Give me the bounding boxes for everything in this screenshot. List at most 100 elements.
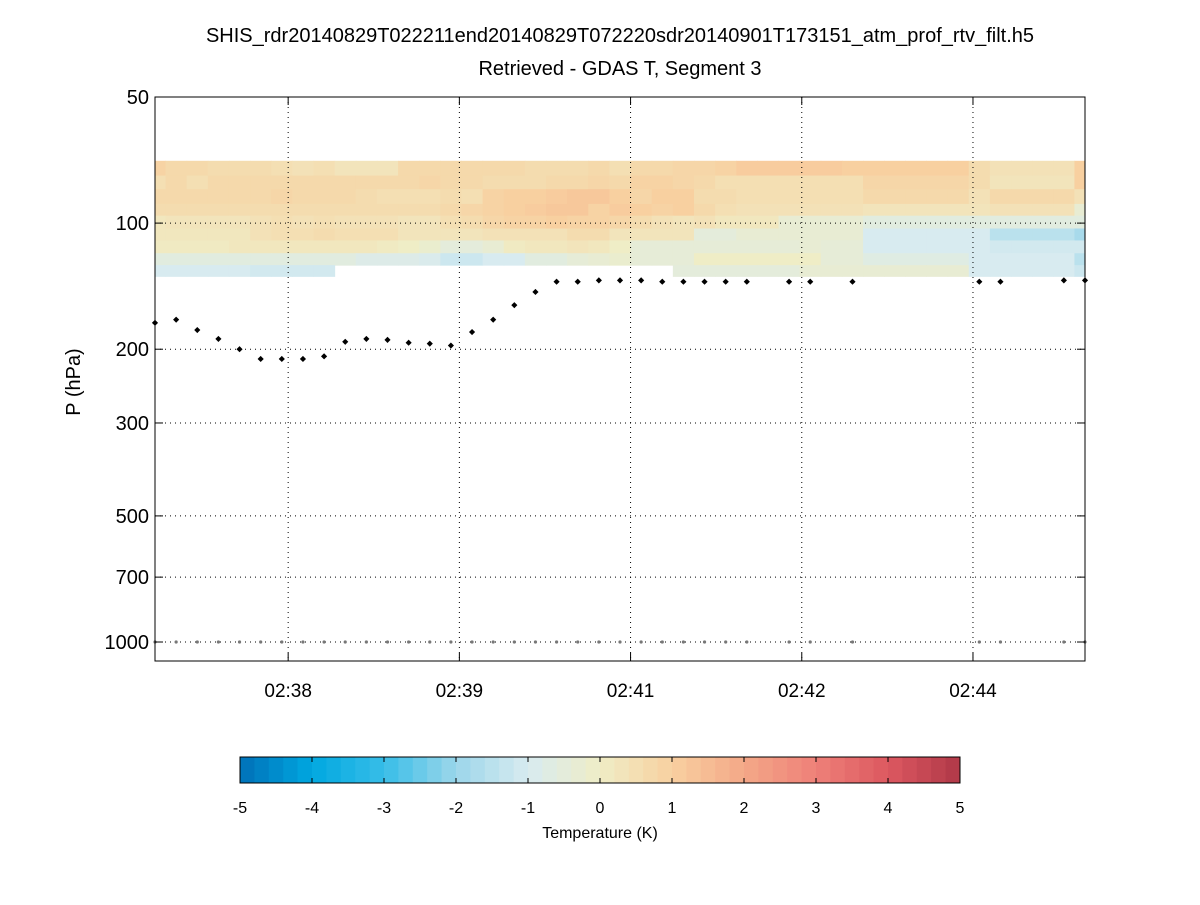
heatmap-cell (630, 253, 653, 266)
heatmap-cell (989, 265, 1012, 277)
heatmap-cell (715, 253, 737, 266)
heatmap-cell (334, 215, 357, 229)
surface-marker (533, 640, 538, 644)
heatmap-cell (630, 189, 653, 205)
heatmap-cell (313, 215, 336, 229)
heatmap-cell (672, 240, 695, 254)
heatmap-cell (947, 265, 970, 277)
surface-marker (449, 640, 453, 644)
heatmap-cell (905, 228, 927, 241)
heatmap-cell (376, 203, 399, 217)
heatmap-cell (799, 215, 822, 229)
colorbar-step (931, 757, 947, 783)
heatmap-cell (820, 175, 843, 190)
heatmap-cell (609, 228, 632, 241)
heatmap-cell (376, 228, 399, 241)
heatmap-cell (292, 175, 315, 190)
heatmap-cell (715, 228, 737, 241)
heatmap-cell (313, 203, 336, 217)
heatmap-cell (968, 215, 991, 229)
heatmap-cell (1011, 160, 1033, 177)
heatmap-cell (546, 189, 568, 205)
heatmap-cell (905, 203, 927, 217)
heatmap-cell (376, 240, 399, 254)
colorbar-step (585, 757, 601, 783)
heatmap-cell (482, 175, 505, 190)
tropopause-marker (1060, 277, 1067, 284)
heatmap-cell (207, 240, 230, 254)
heatmap-cell (693, 175, 716, 190)
heatmap-cell (841, 215, 864, 229)
heatmap-cell (355, 189, 378, 205)
heatmap-cell (1053, 265, 1075, 277)
heatmap-cell (398, 215, 420, 229)
heatmap-cell (672, 265, 695, 277)
heatmap-cell (757, 203, 780, 217)
heatmap-cell (546, 240, 568, 254)
heatmap-cell (1011, 240, 1033, 254)
heatmap-cell (271, 228, 293, 241)
heatmap-cell (757, 175, 780, 190)
tropopause-marker (278, 355, 285, 363)
heatmap-cell (503, 203, 526, 217)
surface-marker (259, 640, 263, 644)
heatmap-cell (155, 240, 167, 254)
heatmap-cell (820, 240, 843, 254)
heatmap-cell (672, 228, 695, 241)
heatmap-cell (186, 253, 209, 266)
heatmap-cell (989, 240, 1012, 254)
heatmap-cell (482, 240, 505, 254)
heatmap-cell (207, 189, 230, 205)
heatmap-cell (1032, 175, 1054, 190)
heatmap-cell (482, 228, 505, 241)
heatmap-cell (736, 189, 758, 205)
heatmap-cell (250, 175, 272, 190)
heatmap-cell (228, 265, 251, 277)
heatmap-cell (440, 253, 462, 266)
heatmap-cell (736, 253, 758, 266)
surface-marker (428, 640, 432, 644)
heatmap-cell (947, 175, 970, 190)
heatmap-cell (651, 215, 674, 229)
heatmap-cell (841, 240, 864, 254)
heatmap-cell (355, 160, 378, 177)
heatmap-cell (863, 189, 885, 205)
heatmap-cell (1032, 215, 1054, 229)
colorbar-tick-label: 3 (812, 800, 821, 817)
heatmap-cell (693, 215, 716, 229)
heatmap-cell (1074, 175, 1086, 190)
heatmap-cell (207, 228, 230, 241)
colorbar-tick-label: 4 (884, 800, 893, 817)
heatmap-cell (271, 265, 293, 277)
colorbar-step (729, 757, 745, 783)
tropopause-marker (511, 302, 518, 309)
colorbar-step (254, 757, 270, 783)
surface-marker (702, 640, 707, 644)
heatmap-cell (863, 160, 885, 177)
colorbar-step (744, 757, 759, 783)
heatmap-cell (968, 160, 991, 177)
tropopause-marker (595, 277, 602, 284)
heatmap-cell (1074, 203, 1086, 217)
heatmap-cell (419, 160, 441, 177)
heatmap-cell (1032, 253, 1054, 266)
heatmap-cell (884, 240, 906, 254)
heatmap-cell (355, 240, 378, 254)
heatmap-cell (567, 253, 589, 266)
heatmap-cell (313, 253, 336, 266)
heatmap-cell (715, 203, 737, 217)
tropopause-marker (849, 278, 856, 285)
heatmap-cell (503, 189, 526, 205)
heatmap-cell (1074, 189, 1086, 205)
heatmap-cell (376, 253, 399, 266)
heatmap-cell (186, 228, 209, 241)
heatmap-cell (651, 160, 674, 177)
heatmap-cell (461, 240, 484, 254)
heatmap-cell (588, 240, 610, 254)
heatmap-cell (207, 160, 230, 177)
heatmap-cell (313, 160, 336, 177)
heatmap-cell (799, 160, 822, 177)
heatmap-cell (693, 203, 716, 217)
heatmap-cell (778, 253, 801, 266)
surface-marker (237, 640, 242, 644)
